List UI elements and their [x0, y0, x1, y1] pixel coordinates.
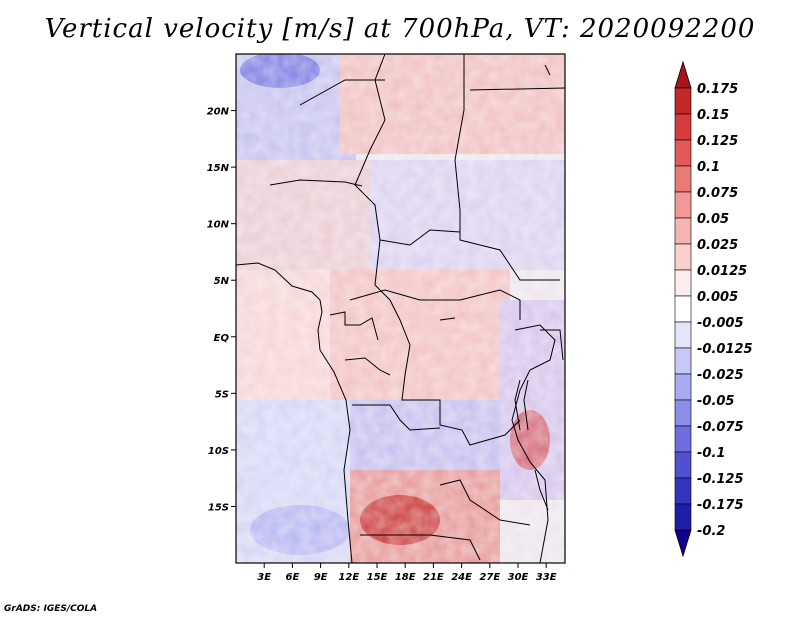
lon-tick-label: 33E	[536, 572, 557, 583]
colorbar-label: -0.175	[697, 498, 744, 513]
lat-tick-label: EQ	[214, 333, 230, 344]
colorbar-label: -0.05	[697, 394, 734, 409]
colorbar-label: 0.15	[697, 108, 729, 123]
lon-tick-label: 12E	[338, 572, 359, 583]
lon-tick-label: 6E	[286, 572, 300, 583]
lon-tick-label: 18E	[395, 572, 416, 583]
colorbar-label: -0.125	[697, 472, 744, 487]
lon-tick-label: 9E	[314, 572, 328, 583]
colorbar-label: 0.1	[697, 160, 720, 175]
colorbar-label: 0.025	[697, 238, 738, 253]
latitude-ticks: 20N 15N 10N 5N EQ 5S 10S 15S	[207, 107, 236, 513]
colorbar-segment	[674, 477, 692, 505]
chart-title: Vertical velocity [m/s] at 700hPa, VT: 2…	[44, 14, 756, 44]
vertical-velocity-field	[236, 54, 565, 563]
lon-tick-label: 27E	[479, 572, 500, 583]
colorbar-segment	[674, 399, 692, 427]
country-borders	[236, 54, 565, 563]
colorbar-segment	[674, 321, 692, 349]
lat-tick-label: 15S	[208, 502, 229, 513]
colorbar-top-arrow	[674, 60, 692, 89]
lon-tick-label: 24E	[451, 572, 472, 583]
colorbar-segment	[674, 347, 692, 375]
lat-tick-label: 20N	[207, 107, 230, 118]
lat-tick-label: 5N	[214, 276, 230, 287]
colorbar-segment	[674, 113, 692, 141]
lat-tick-label: 15N	[207, 163, 230, 174]
lat-tick-label: 5S	[215, 389, 229, 400]
colorbar-segment	[674, 217, 692, 245]
colorbar-label: -0.005	[697, 316, 744, 331]
lakes	[439, 64, 551, 511]
colorbar-label: 0.005	[697, 290, 738, 305]
credit-text: GrADS: IGES/COLA	[4, 604, 98, 614]
colorbar-segment	[674, 269, 692, 297]
colorbar-label: 0.125	[697, 134, 738, 149]
lon-tick-label: 30E	[508, 572, 529, 583]
colorbar-bottom-arrow	[674, 529, 692, 558]
colorbar-segment	[674, 503, 692, 531]
colorbar: 0.175 0.15 0.125 0.1 0.075 0.05 0.025 0.0125 0.0…	[674, 60, 753, 558]
colorbar-segment	[674, 451, 692, 479]
colorbar-segment	[674, 295, 692, 323]
colorbar-label: -0.075	[697, 420, 744, 435]
colorbar-label: -0.2	[697, 524, 725, 539]
colorbar-label: 0.075	[697, 186, 738, 201]
colorbar-segment	[674, 373, 692, 401]
longitude-ticks: 3E 6E 9E 12E 15E 18E 21E 24E 27E 30E 33E	[257, 563, 557, 583]
lon-tick-label: 3E	[257, 572, 271, 583]
lon-tick-label: 21E	[423, 572, 444, 583]
colorbar-segment	[674, 425, 692, 453]
colorbar-label: 0.0125	[697, 264, 747, 279]
colorbar-label: -0.0125	[697, 342, 753, 357]
colorbar-label: 0.05	[697, 212, 729, 227]
map-frame	[235, 53, 566, 564]
colorbar-label: -0.025	[697, 368, 744, 383]
lat-tick-label: 10N	[207, 220, 230, 231]
lat-tick-label: 10S	[208, 446, 229, 457]
colorbar-label: -0.1	[697, 446, 725, 461]
colorbar-label: 0.175	[697, 82, 738, 97]
colorbar-segment	[674, 165, 692, 193]
lon-tick-label: 15E	[367, 572, 388, 583]
colorbar-segment	[674, 243, 692, 271]
colorbar-segment	[674, 191, 692, 219]
colorbar-segment	[674, 139, 692, 167]
colorbar-segment	[674, 87, 692, 115]
